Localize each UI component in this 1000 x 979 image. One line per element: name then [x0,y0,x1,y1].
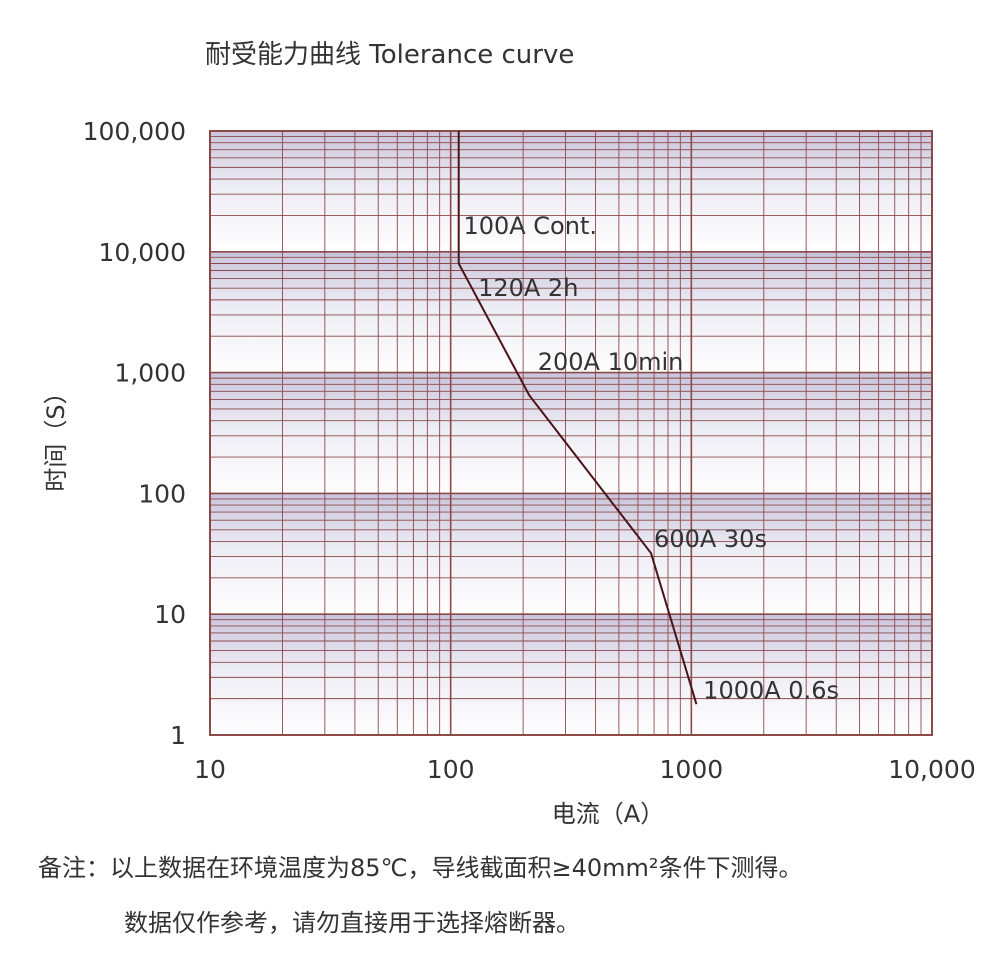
decade-band [210,251,932,373]
footnote-line-2: 数据仅作参考，请勿直接用于选择熔断器。 [124,909,580,937]
y-tick-label: 1,000 [114,359,186,388]
curve-annotation: 100A Cont. [463,212,597,240]
y-tick-label: 10,000 [99,238,186,267]
footnote-line-1: 备注：以上数据在环境温度为85℃，导线截面积≥40mm²条件下测得。 [38,854,803,882]
tolerance-curve-line [457,131,698,705]
y-tick-label: 10 [154,600,186,629]
x-tick-label: 1000 [660,755,724,784]
chart-title: 耐受能力曲线 Tolerance curve [205,40,575,70]
x-tick-label: 100 [427,755,475,784]
decade-band [210,131,932,252]
y-tick-label: 100,000 [83,117,186,146]
tick-labels: 10 100 1000 10,000 1 10 100 1,000 10,000 100,000 [83,117,976,784]
grid-lines [209,130,933,736]
y-tick-label: 1 [170,721,186,750]
plot-background [210,131,932,735]
y-axis-label: 时间（S） [42,380,70,491]
plot-frame [209,130,933,736]
annotations: 100A Cont. 120A 2h 200A 10min 600A 30s 1000A… [463,212,839,704]
series-layer [457,131,698,705]
curve-annotation: 1000A 0.6s [703,677,839,705]
curve-annotation: 200A 10min [538,348,684,376]
decade-band [210,372,932,494]
curve-annotation: 600A 30s [654,525,767,553]
curve-annotation: 120A 2h [478,274,578,302]
x-tick-label: 10,000 [888,755,975,784]
decade-band [210,614,932,735]
x-axis-label: 电流（A） [552,800,664,828]
decade-band [210,493,932,615]
y-tick-label: 100 [138,479,186,508]
x-tick-label: 10 [194,755,226,784]
